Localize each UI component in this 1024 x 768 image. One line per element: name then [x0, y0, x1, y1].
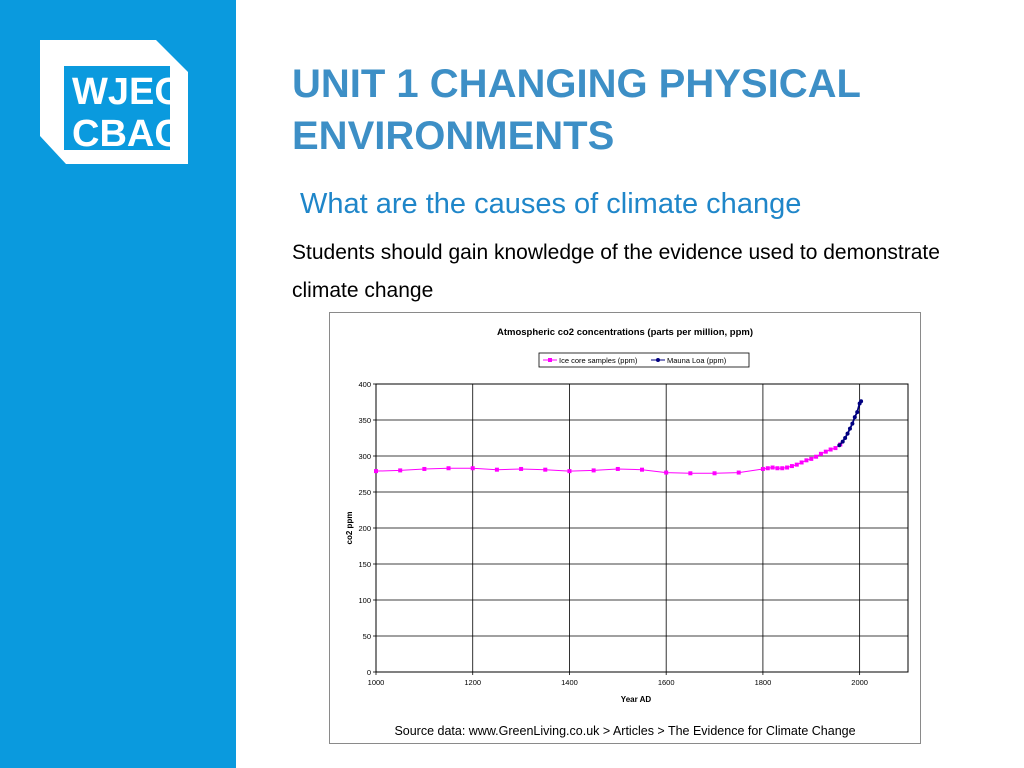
y-tick-label: 250: [358, 488, 371, 497]
data-point-ice-core: [833, 446, 838, 451]
data-point-ice-core: [398, 468, 403, 473]
y-axis-label: co2 ppm: [345, 512, 354, 545]
slide-body-text: Students should gain knowledge of the ev…: [292, 241, 940, 302]
legend-ice-core: Ice core samples (ppm): [559, 356, 638, 365]
sidebar: WJEC CBAC: [0, 0, 236, 768]
x-tick-label: 1600: [658, 678, 675, 687]
data-point-ice-core: [785, 465, 790, 470]
data-point-ice-core: [736, 470, 741, 475]
data-point-ice-core: [470, 466, 475, 471]
x-tick-label: 1200: [464, 678, 481, 687]
data-point-ice-core: [591, 468, 596, 473]
data-point-mauna-loa: [855, 410, 860, 415]
x-tick-label: 1400: [561, 678, 578, 687]
y-tick-label: 150: [358, 560, 371, 569]
data-point-ice-core: [770, 465, 775, 470]
data-point-ice-core: [446, 466, 451, 471]
x-axis-label: Year AD: [621, 695, 652, 704]
data-point-ice-core: [664, 470, 669, 475]
data-point-mauna-loa: [847, 426, 852, 431]
y-tick-label: 200: [358, 524, 371, 533]
data-point-mauna-loa: [843, 436, 848, 440]
co2-chart: Atmospheric co2 concentrations (parts pe…: [329, 312, 921, 744]
data-point-ice-core: [615, 466, 620, 471]
chart-title: Atmospheric co2 concentrations (parts pe…: [497, 327, 753, 338]
data-point-ice-core: [823, 449, 828, 454]
y-tick-label: 100: [358, 596, 371, 605]
x-tick-label: 2000: [851, 678, 868, 687]
chart-source: Source data: www.GreenLiving.co.uk > Art…: [394, 724, 856, 738]
co2-chart-svg: Atmospheric co2 concentrations (parts pe…: [345, 327, 909, 704]
data-point-ice-core: [799, 460, 804, 465]
plot-area: 0 50 100 150 200 250 300 350 400 1000 1200 1400 1600…: [358, 380, 909, 687]
logo-cbac-text: CBAC: [72, 113, 182, 155]
y-tick-label: 50: [363, 632, 371, 641]
data-point-ice-core: [567, 469, 572, 474]
data-point-ice-core: [640, 467, 644, 472]
data-point-ice-core: [780, 466, 785, 471]
data-point-ice-core: [760, 466, 765, 471]
data-point-ice-core: [818, 451, 823, 456]
data-point-mauna-loa: [859, 399, 864, 404]
y-tick-label: 400: [358, 380, 371, 389]
data-point-mauna-loa: [852, 415, 857, 420]
data-point-ice-core: [828, 447, 833, 452]
slide-subtitle: What are the causes of climate change: [300, 188, 802, 220]
y-tick-label: 300: [358, 452, 371, 461]
wjec-cbac-logo: WJEC CBAC: [40, 40, 188, 164]
data-point-ice-core: [794, 462, 799, 467]
y-tick-label: 0: [367, 668, 371, 677]
x-tick-label: 1000: [368, 678, 385, 687]
data-point-ice-core: [765, 466, 770, 471]
slide-title: UNIT 1 CHANGING PHYSICAL ENVIRONMENTS: [292, 62, 861, 158]
data-point-ice-core: [814, 454, 819, 459]
data-point-ice-core: [543, 467, 548, 472]
data-point-mauna-loa: [850, 421, 855, 426]
data-point-ice-core: [374, 469, 378, 474]
data-point-mauna-loa: [840, 439, 845, 444]
chart-legend: Ice core samples (ppm) Mauna Loa (ppm): [538, 352, 750, 368]
y-tick-label: 350: [358, 416, 371, 425]
logo-wjec-text: WJEC: [72, 71, 182, 113]
data-point-ice-core: [422, 466, 427, 471]
series-line-mauna-loa: [838, 400, 862, 446]
data-point-ice-core: [712, 471, 717, 476]
data-point-ice-core: [688, 471, 693, 476]
data-point-mauna-loa: [837, 443, 842, 448]
data-point-ice-core: [519, 466, 524, 471]
data-point-ice-core: [809, 456, 814, 461]
data-point-ice-core: [494, 467, 499, 472]
legend-mauna-loa: Mauna Loa (ppm): [667, 356, 727, 365]
x-tick-label: 1800: [755, 678, 772, 687]
data-point-ice-core: [804, 458, 809, 463]
data-point-ice-core: [789, 464, 794, 469]
data-point-mauna-loa: [845, 431, 850, 436]
data-point-ice-core: [775, 466, 780, 471]
